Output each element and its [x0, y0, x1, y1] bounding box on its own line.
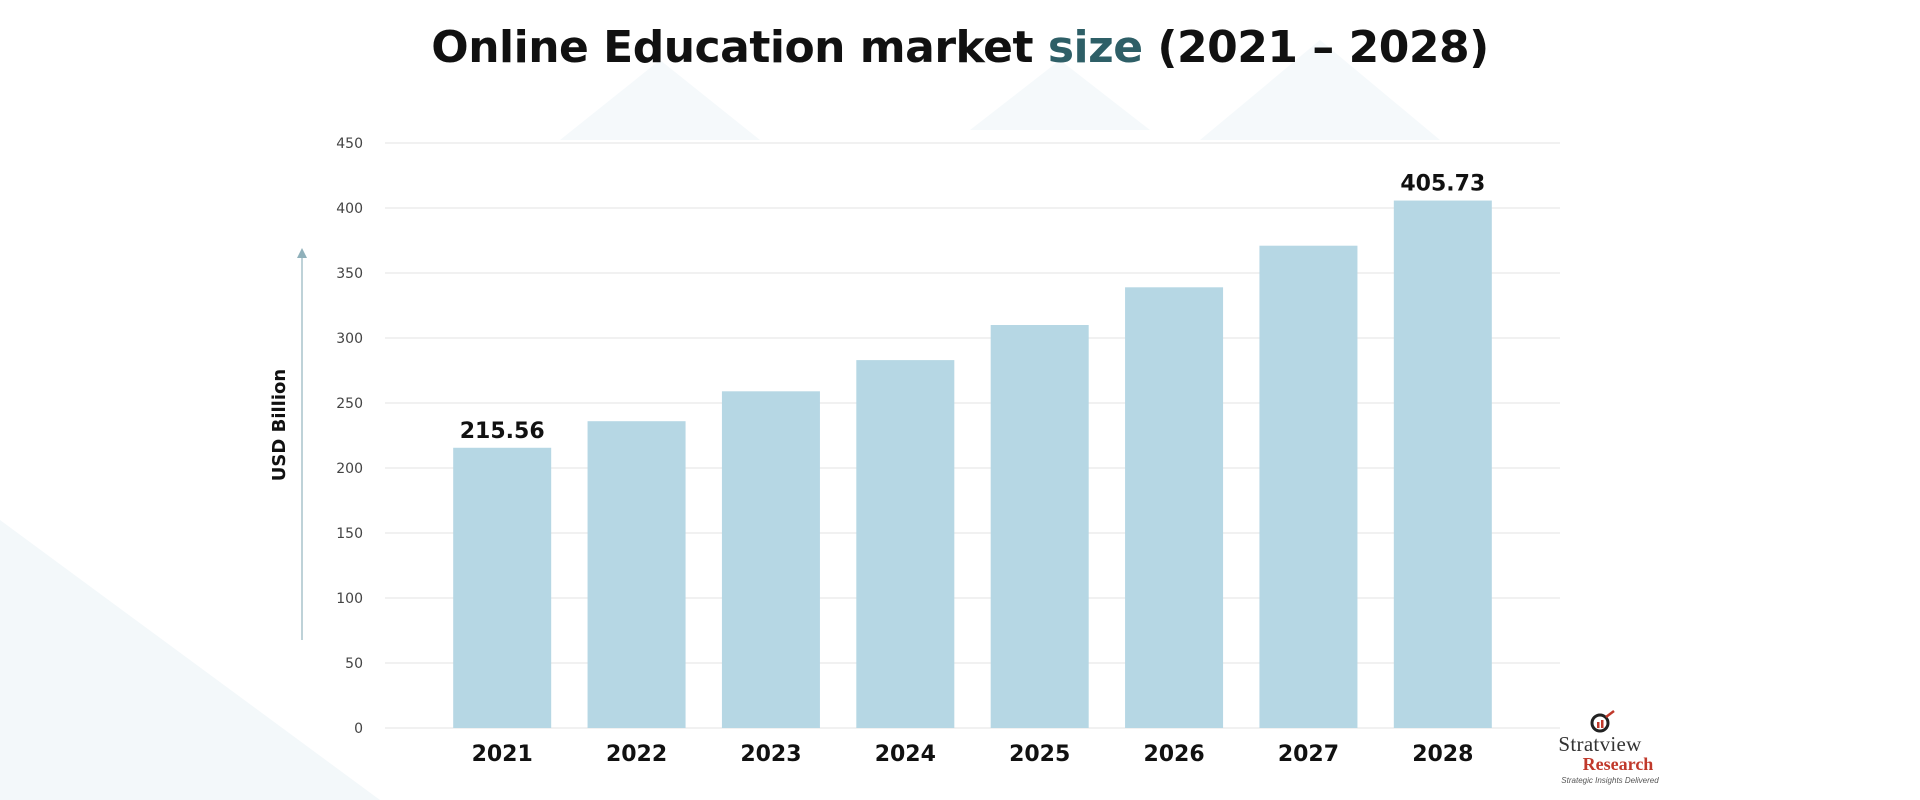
- bar-2028: [1393, 200, 1492, 728]
- logo-sub: Research: [1582, 754, 1654, 774]
- x-tick-label: 2024: [875, 742, 936, 767]
- chart-title-accent: size: [1047, 22, 1143, 73]
- y-tick-label: 200: [336, 461, 363, 477]
- bar-2027: [1259, 245, 1358, 728]
- logo-name: Stratview: [1558, 732, 1642, 756]
- chart-title: Online Education market size (2021 – 202…: [0, 22, 1920, 73]
- x-tick-label: 2028: [1412, 742, 1473, 767]
- y-tick-label: 0: [354, 721, 363, 737]
- data-labels: 215.56 405.73: [460, 172, 1486, 444]
- y-tick-label: 450: [336, 136, 363, 152]
- x-tick-label: 2027: [1278, 742, 1339, 767]
- chart-title-main: Online Education market: [431, 22, 1034, 73]
- y-tick-label: 300: [336, 331, 363, 347]
- y-tick-label: 400: [336, 201, 363, 217]
- stratview-logo: Stratview Research Strategic Insights De…: [1530, 710, 1670, 800]
- x-tick-label: 2025: [1009, 742, 1070, 767]
- y-tick-label: 100: [336, 591, 363, 607]
- x-tick-label: 2022: [606, 742, 667, 767]
- bar-2024: [856, 360, 955, 728]
- y-tick-label: 50: [345, 656, 363, 672]
- y-axis-label: USD Billion: [269, 369, 290, 481]
- magnifier-icon: [1590, 710, 1615, 733]
- y-tick-label: 250: [336, 396, 363, 412]
- grid-lines: [385, 142, 1560, 729]
- x-tick-label: 2023: [740, 742, 801, 767]
- bar-2022: [587, 421, 686, 728]
- y-axis-ticks: 0 50 100 150 200 250 300 350 400 450: [336, 136, 363, 737]
- bar-2023: [721, 391, 820, 728]
- data-label-2028: 405.73: [1400, 172, 1485, 197]
- bars: [453, 200, 1492, 728]
- chart-title-years: (2021 – 2028): [1157, 22, 1489, 73]
- data-label-2021: 215.56: [460, 419, 545, 444]
- x-tick-label: 2021: [472, 742, 533, 767]
- bar-2026: [1125, 287, 1224, 728]
- bar-2021: [453, 447, 552, 728]
- x-axis-ticks: 2021 2022 2023 2024 2025 2026 2027 2028: [472, 742, 1474, 767]
- y-axis-arrowhead: [297, 248, 307, 258]
- y-tick-label: 150: [336, 526, 363, 542]
- y-tick-label: 350: [336, 266, 363, 282]
- x-tick-label: 2026: [1143, 742, 1204, 767]
- bar-2025: [990, 325, 1089, 728]
- logo-tagline: Strategic Insights Delivered: [1561, 776, 1659, 785]
